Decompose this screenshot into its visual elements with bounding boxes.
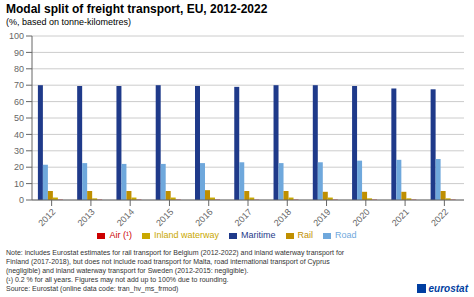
html-text:Air (¹): Air (¹) [109,230,132,240]
html-text:Road: Road [335,230,357,240]
svg-text:2013: 2013 [76,207,97,228]
svg-text:20: 20 [14,162,24,172]
svg-text:0: 0 [19,195,24,205]
svg-text:30: 30 [14,146,24,156]
svg-text:80: 80 [14,64,24,74]
svg-text:2019: 2019 [311,207,332,228]
svg-text:2017: 2017 [233,207,254,228]
html-text:(%, based on tonne-kilometres): (%, based on tonne-kilometres) [6,17,132,27]
svg-text:70: 70 [14,80,24,90]
svg-text:2016: 2016 [193,207,214,228]
svg-text:2021: 2021 [390,207,411,228]
svg-text:100: 100 [9,31,24,41]
svg-text:2014: 2014 [115,207,136,228]
html-text:Modal split of freight transpo: Modal split of freight transport, EU, 20… [6,2,268,16]
html-text:Finland (2017-2018), but does: Finland (2017-2018), but does not includ… [6,258,330,265]
svg-text:50: 50 [14,113,24,123]
html-text:Maritime: Maritime [241,230,276,240]
svg-text:2018: 2018 [272,207,293,228]
html-text:Inland waterway: Inland waterway [154,230,219,240]
svg-text:10: 10 [14,179,24,189]
html-text:Note: includes Eurostat estima: Note: includes Eurostat estimates for ra… [6,249,345,256]
html-text:(¹) 0.2 % for all years. Figur: (¹) 0.2 % for all years. Figures may not… [6,276,229,283]
svg-text:40: 40 [14,130,24,140]
html-text:eurostat: eurostat [428,283,468,294]
svg-text:2022: 2022 [429,207,450,228]
svg-text:60: 60 [14,97,24,107]
svg-text:2020: 2020 [351,207,372,228]
html-text:Rail: Rail [297,230,313,240]
svg-text:2015: 2015 [154,207,175,228]
svg-text:90: 90 [14,48,24,58]
html-text:Source: Eurostat (online data: Source: Eurostat (online data code: tran… [6,285,179,292]
html-text:(negligible) and inland waterw: (negligible) and inland waterway transpo… [6,267,249,274]
svg-text:2012: 2012 [36,207,57,228]
